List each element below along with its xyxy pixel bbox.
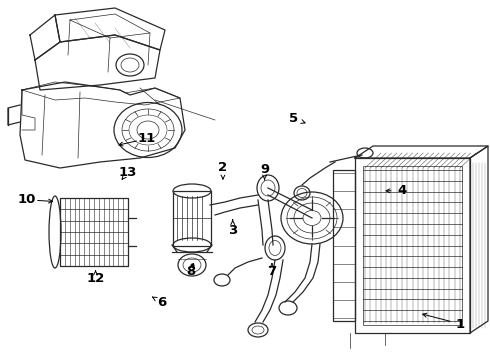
Text: 7: 7 [268, 265, 276, 278]
Bar [333, 170, 355, 321]
Text: 2: 2 [219, 161, 227, 174]
Text: 4: 4 [397, 184, 406, 197]
Text: 10: 10 [18, 193, 36, 206]
Bar [173, 191, 211, 246]
Text: 13: 13 [118, 166, 137, 179]
Text: 9: 9 [260, 163, 269, 176]
Bar [363, 166, 462, 325]
Text: 11: 11 [138, 132, 156, 145]
Text: 12: 12 [86, 273, 105, 285]
Text: 1: 1 [456, 318, 465, 330]
Text: 8: 8 [187, 265, 196, 278]
Text: 5: 5 [290, 112, 298, 125]
Bar [60, 198, 128, 266]
Bar [355, 158, 470, 333]
Text: 3: 3 [228, 224, 237, 237]
Text: 6: 6 [157, 296, 166, 309]
